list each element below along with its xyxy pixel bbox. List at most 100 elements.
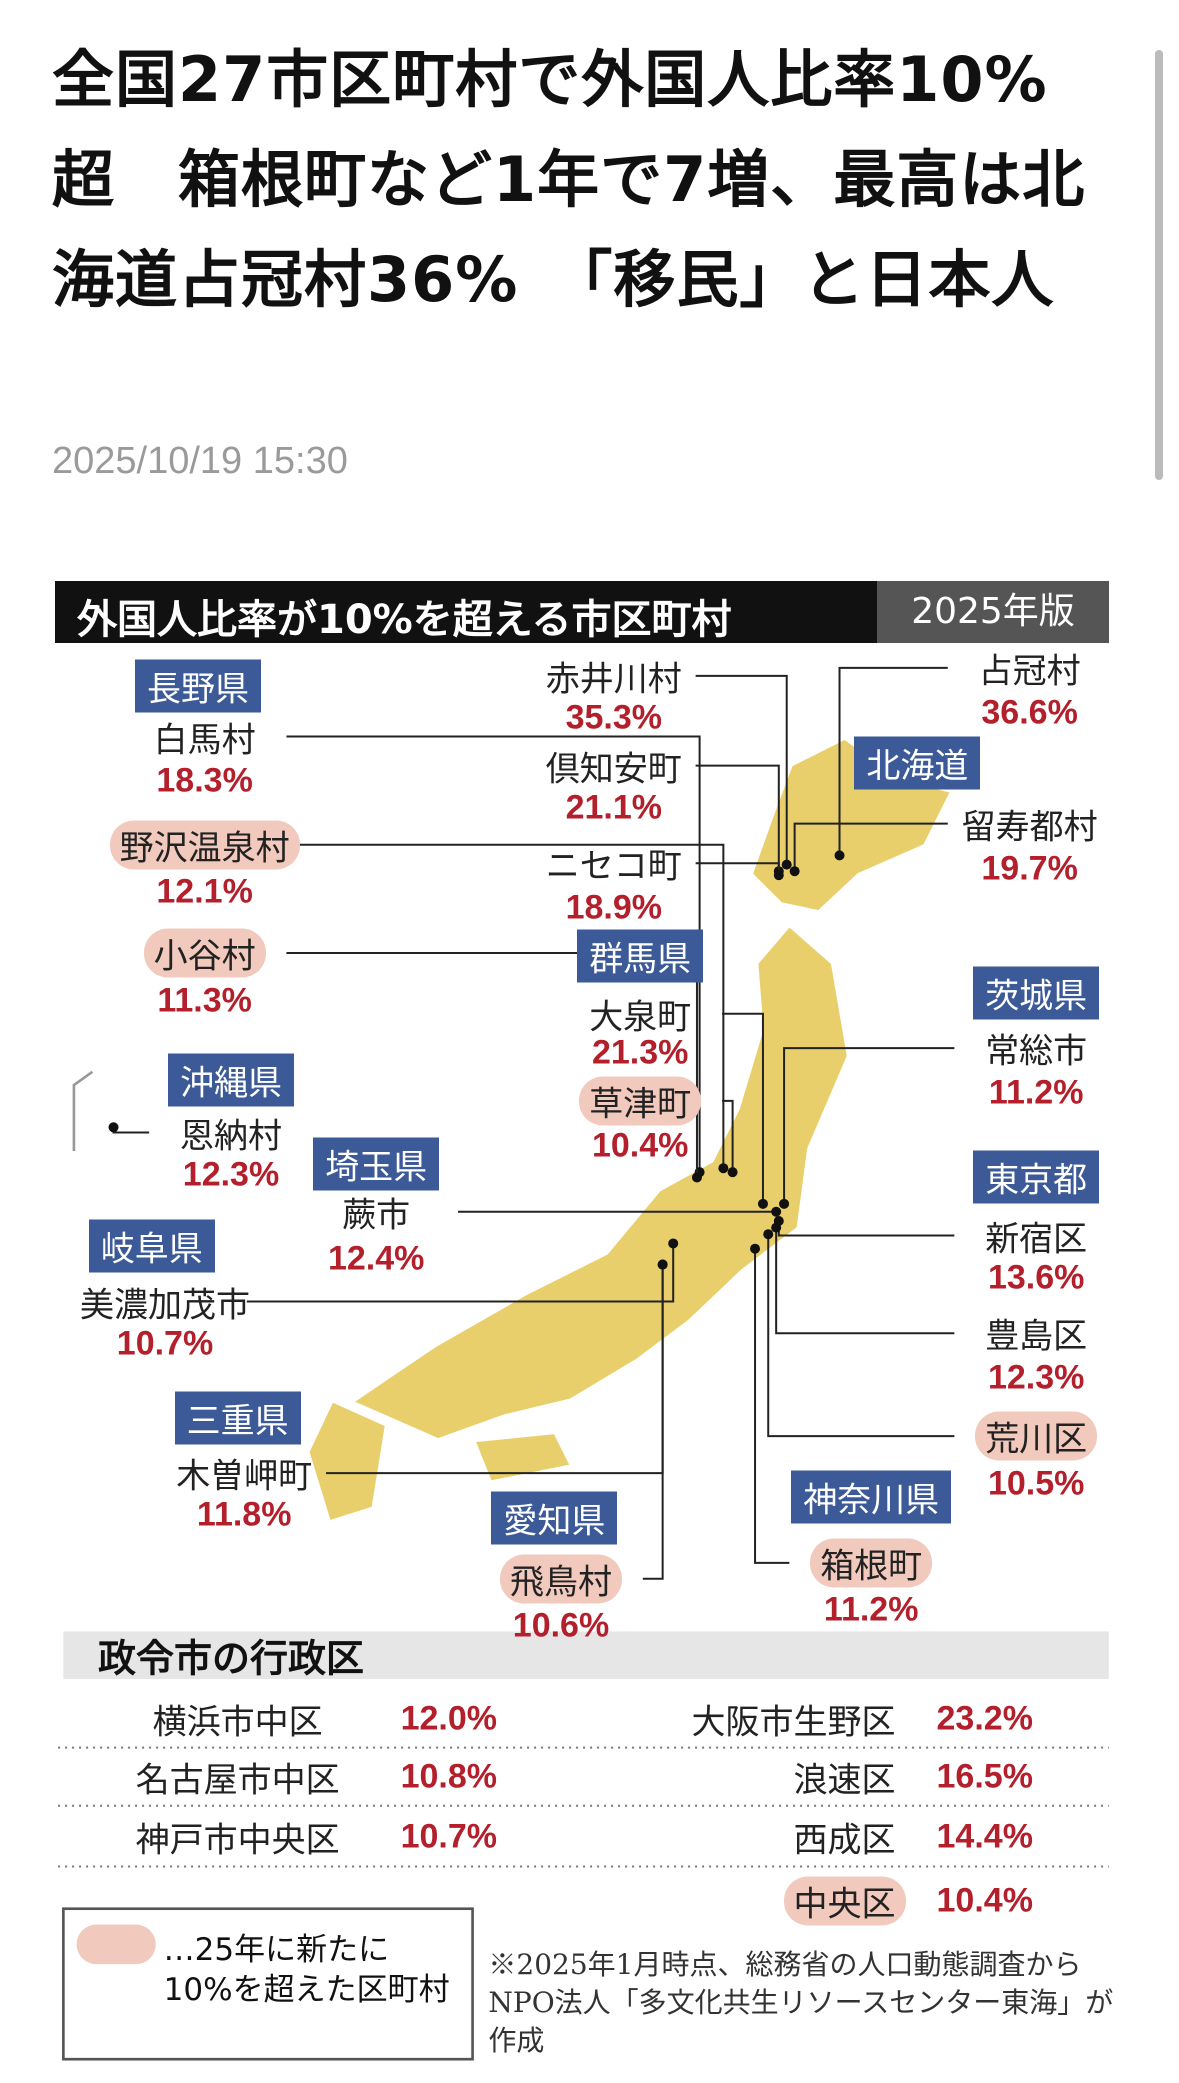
place-name: 荒川区 [975, 1411, 1098, 1461]
source-note: ※2025年1月時点、総務省の人口動態調査からNPO法人「多文化共生リソースセン… [488, 1947, 1114, 2057]
article-title: 全国27市区町村で外国人比率10%超 箱根町など1年で7増、最高は北海道占冠村3… [52, 43, 1086, 316]
leader-line [246, 1243, 675, 1303]
city-ratio: 12.0% [400, 1699, 497, 1738]
place-ratio: 10.4% [591, 1126, 689, 1165]
place-ratio: 21.1% [565, 788, 662, 827]
leader-line [286, 843, 725, 1169]
place-name: 小谷村 [143, 928, 266, 978]
place-dot [668, 1238, 679, 1249]
okinawa-frame [72, 1070, 94, 1152]
place-name: 占冠村 [978, 651, 1081, 692]
scrollbar [1155, 50, 1163, 480]
place-dot [727, 1167, 738, 1178]
edition-badge: 2025年版 [877, 581, 1109, 643]
place-ratio: 11.3% [157, 981, 252, 1020]
place-ratio: 35.3% [565, 698, 662, 737]
legend-text: …25年に新たに10%を超えた区町村 [163, 1931, 450, 2008]
prefecture-label: 東京都 [973, 1150, 1100, 1204]
place-ratio: 36.6% [981, 693, 1078, 732]
place-ratio: 18.3% [156, 761, 253, 800]
place-ratio: 19.7% [981, 849, 1078, 888]
prefecture-label: 三重県 [174, 1391, 301, 1445]
city-name: 西成区 [793, 1820, 896, 1861]
place-name: 草津町 [579, 1076, 702, 1126]
place-ratio: 11.2% [988, 1073, 1084, 1112]
place-ratio: 12.3% [987, 1358, 1085, 1397]
place-name: 木曽岬町 [176, 1456, 313, 1497]
place-dot [763, 1229, 774, 1240]
place-ratio: 21.3% [591, 1033, 689, 1072]
cities-heading-bar [63, 1631, 1109, 1680]
prefecture-label: 長野県 [135, 659, 261, 713]
place-ratio: 11.2% [823, 1590, 919, 1629]
place-dot [691, 1172, 702, 1183]
place-name: 蕨市 [342, 1195, 411, 1236]
prefecture-label: 群馬県 [577, 929, 704, 983]
leader-line [793, 822, 948, 872]
prefecture-label: 沖縄県 [168, 1053, 294, 1107]
place-ratio: 13.6% [987, 1258, 1085, 1297]
city-name: 浪速区 [793, 1760, 896, 1801]
honshu-shape [352, 925, 849, 1440]
city-ratio: 10.4% [936, 1881, 1033, 1920]
leader-line [722, 1012, 764, 1204]
prefecture-label: 岐阜県 [88, 1219, 215, 1273]
place-name: 飛鳥村 [500, 1554, 622, 1604]
prefecture-label: 神奈川県 [791, 1470, 952, 1524]
leader-line [767, 1234, 955, 1438]
place-name: 豊島区 [985, 1316, 1088, 1357]
place-name: 新宿区 [985, 1219, 1088, 1260]
city-ratio: 10.8% [400, 1757, 497, 1796]
place-dot [771, 1206, 782, 1217]
leader-line [642, 1264, 664, 1580]
city-name: 神戸市中央区 [135, 1820, 340, 1861]
place-dot [773, 870, 784, 881]
city-ratio: 14.4% [936, 1817, 1033, 1856]
city-name: 中央区 [783, 1876, 906, 1926]
prefecture-label: 埼玉県 [313, 1137, 440, 1191]
place-dot [108, 1122, 119, 1133]
leader-line [695, 764, 780, 872]
place-dot [779, 1198, 790, 1209]
leader-line [722, 1099, 734, 1173]
city-ratio: 16.5% [936, 1757, 1033, 1796]
place-dot [771, 1222, 782, 1233]
place-name: 白馬村 [153, 720, 256, 761]
prefecture-label: 北海道 [854, 736, 981, 790]
leader-line [777, 1221, 955, 1237]
city-ratio: 23.2% [936, 1699, 1033, 1738]
place-ratio: 12.4% [327, 1239, 425, 1278]
place-dot [789, 866, 800, 877]
city-ratio: 10.7% [400, 1817, 497, 1856]
place-name: 赤井川村 [545, 659, 682, 700]
place-ratio: 12.1% [156, 872, 253, 911]
leader-line [112, 1127, 150, 1134]
place-name: ニセコ町 [545, 846, 682, 887]
place-name: 美濃加茂市 [80, 1285, 250, 1326]
kyushu-shape [308, 1400, 387, 1522]
place-ratio: 11.8% [196, 1495, 292, 1534]
prefecture-label: 茨城県 [973, 966, 1100, 1020]
place-name: 恩納村 [180, 1116, 282, 1157]
place-name: 留寿都村 [961, 807, 1098, 848]
city-name: 名古屋市中区 [135, 1760, 340, 1801]
cities-heading: 政令市の行政区 [97, 1636, 365, 1681]
leader-line [286, 735, 701, 1173]
place-name: 大泉町 [589, 997, 692, 1038]
legend-box [62, 1907, 474, 2061]
infographic-header: 外国人比率が10%を超える市区町村 2025年版 [55, 581, 1109, 643]
place-name: 野沢温泉村 [109, 820, 300, 870]
leader-line [754, 1248, 790, 1564]
place-dot [757, 1198, 768, 1209]
legend-swatch [76, 1924, 156, 1965]
leader-line [783, 1047, 955, 1204]
place-ratio: 10.6% [512, 1606, 610, 1645]
shikoku-shape [474, 1432, 572, 1482]
place-name: 箱根町 [810, 1538, 933, 1588]
article-date: 2025/10/19 15:30 [52, 440, 348, 482]
place-name: 常総市 [985, 1031, 1088, 1072]
place-dot [657, 1259, 668, 1270]
